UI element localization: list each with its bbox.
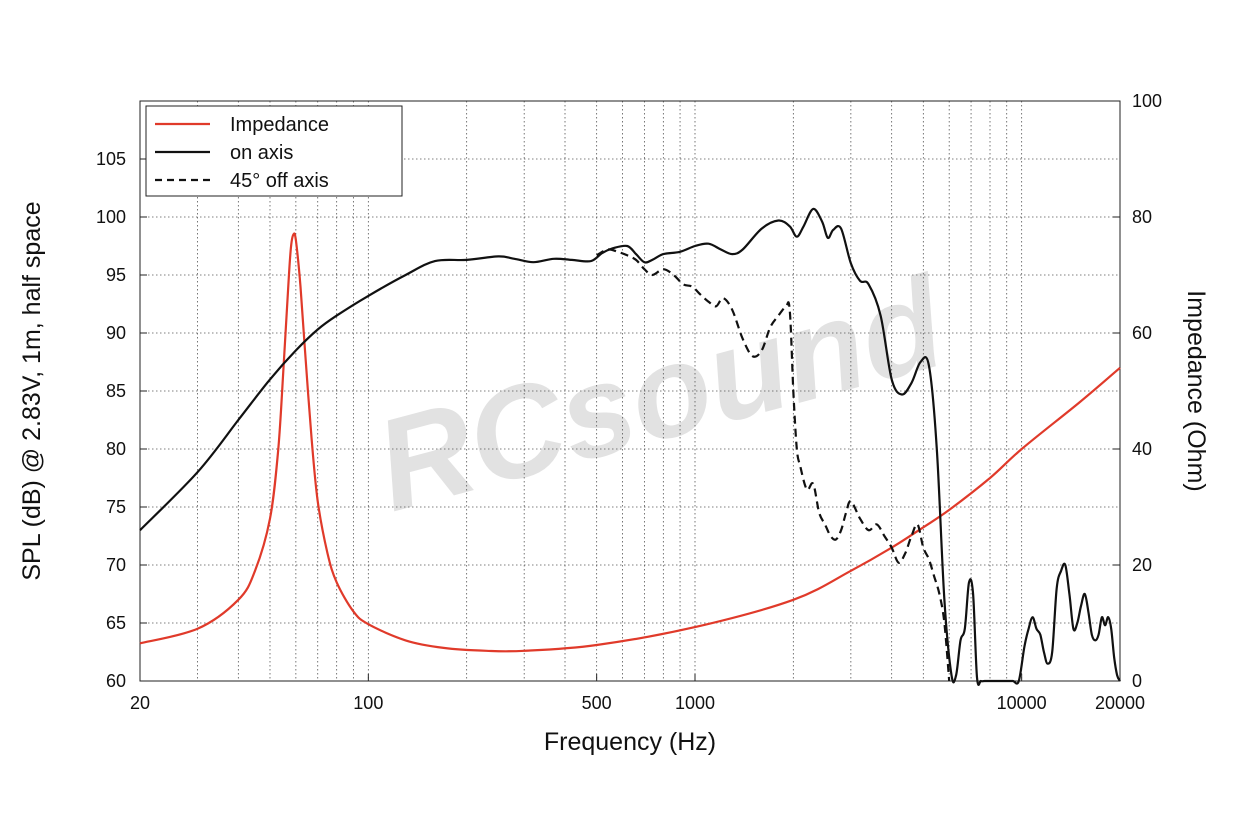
y-tick-label: 65 (106, 613, 126, 633)
legend-label-on-axis: on axis (230, 142, 293, 164)
y2-tick-label: 40 (1132, 439, 1152, 459)
x-tick-label: 20 (130, 693, 150, 713)
watermark: RCsound (361, 248, 959, 539)
x-tick-label: 10000 (997, 693, 1047, 713)
y-tick-label: 85 (106, 381, 126, 401)
y-tick-label: 90 (106, 323, 126, 343)
y-tick-label: 75 (106, 497, 126, 517)
y2-tick-label: 20 (1132, 555, 1152, 575)
grid (140, 101, 1120, 681)
y-tick-label: 80 (106, 439, 126, 459)
x-tick-label: 100 (353, 693, 383, 713)
series-off-axis-line (596, 248, 951, 682)
y-tick-label: 70 (106, 555, 126, 575)
legend: Impedance on axis 45° off axis (145, 105, 403, 197)
y-tick-label: 100 (96, 207, 126, 227)
y2-tick-label: 100 (1132, 91, 1162, 111)
x-tick-label: 1000 (675, 693, 715, 713)
x-tick-label: 20000 (1095, 693, 1145, 713)
series-impedance-line (139, 232, 1121, 653)
y-tick-label: 60 (106, 671, 126, 691)
y-tick-label: 105 (96, 149, 126, 169)
legend-label-off-axis: 45° off axis (230, 170, 329, 192)
axis-ticks: 20 100 500 1000 10000 20000606570758085909510… (96, 91, 1162, 713)
y2-tick-label: 80 (1132, 207, 1152, 227)
series-layer (139, 207, 1121, 686)
y2-tick-label: 0 (1132, 671, 1142, 691)
y2-tick-label: 60 (1132, 323, 1152, 343)
y-tick-label: 95 (106, 265, 126, 285)
y-axis-title: SPL (dB) @ 2.83V, 1m, half space (18, 201, 46, 580)
legend-label-impedance: Impedance (230, 114, 329, 136)
y2-axis-title: Impedance (Ohm) (1182, 290, 1210, 491)
x-axis-title: Frequency (Hz) (544, 728, 716, 756)
series-on-axis-line (139, 207, 1121, 686)
x-tick-label: 500 (582, 693, 612, 713)
